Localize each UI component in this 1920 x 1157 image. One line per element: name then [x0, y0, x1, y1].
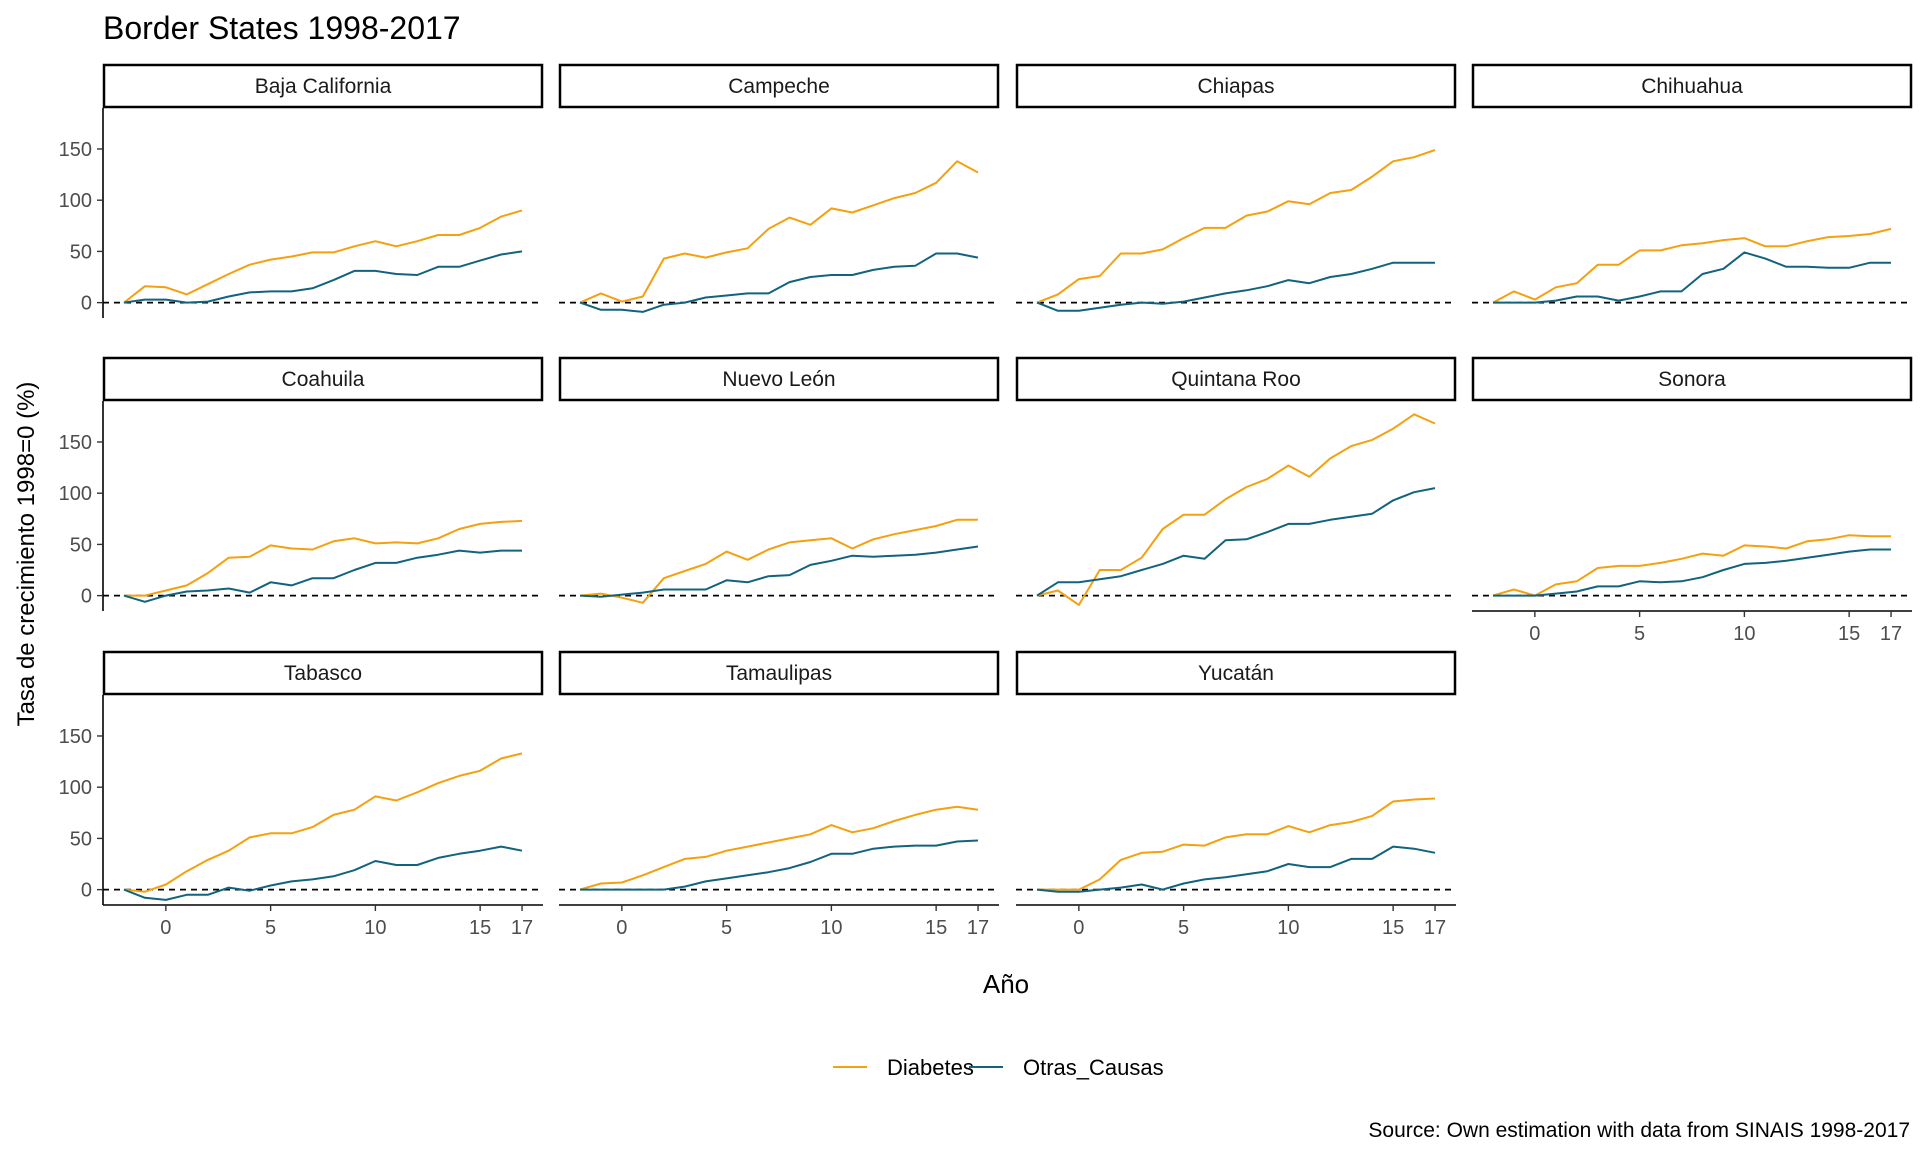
x-tick-label: 17: [511, 917, 533, 939]
facet-strip-label: Tabasco: [284, 662, 362, 685]
facet-strip-label: Chiapas: [1197, 75, 1274, 98]
panel-sonora: Sonora 0 5 10 15 17: [1471, 356, 1913, 645]
panel-chihuahua: Chihuahua: [1471, 63, 1913, 304]
facet-strip: [558, 63, 1000, 109]
y-tick-label: 100: [59, 190, 92, 212]
x-tick-label: 10: [364, 917, 386, 939]
x-tick-label: 15: [925, 917, 947, 939]
series-line-diabetes: [1492, 227, 1892, 304]
panel-campeche: Campeche: [558, 63, 1000, 313]
y-tick-label: 150: [59, 726, 92, 748]
x-tick-label: 10: [820, 917, 842, 939]
series-line-otras-causas: [1493, 251, 1891, 304]
x-tick-label: 10: [1733, 623, 1755, 645]
series-line-diabetes: [124, 519, 523, 597]
series-line-diabetes: [1036, 413, 1436, 606]
series-line-otras-causas: [1036, 261, 1435, 312]
facet-strip: [1471, 63, 1913, 109]
x-tick-label: 17: [967, 917, 989, 939]
facet-strip: [558, 650, 1000, 696]
x-tick-label: 15: [1838, 623, 1860, 645]
y-tick-label: 50: [70, 828, 92, 850]
series-line-diabetes: [1492, 534, 1891, 597]
series-line-otras-causas: [1036, 487, 1436, 597]
series-line-otras-causas: [579, 545, 979, 598]
panel-quintana-roo: Quintana Roo: [1015, 356, 1457, 606]
series-line-otras-causas: [1493, 548, 1891, 597]
y-tick-label: 100: [59, 777, 92, 799]
panel-chiapas: Chiapas: [1015, 63, 1457, 312]
y-tick-label: 0: [81, 293, 92, 315]
panel-nuevo-león: Nuevo León: [558, 356, 1000, 604]
series-line-otras-causas: [1036, 845, 1436, 893]
legend-label-otras-causas: Otras_Causas: [1023, 1055, 1164, 1080]
x-tick-label: 15: [469, 917, 491, 939]
facet-strip: [102, 356, 544, 402]
x-axis-label: Año: [983, 969, 1029, 999]
facet-strip-label: Chihuahua: [1641, 75, 1743, 98]
panel-yucatán: Yucatán 0 5 10 15 17: [1015, 650, 1457, 939]
facet-strip-label: Tamaulipas: [726, 662, 832, 685]
series-line-diabetes: [1036, 149, 1436, 304]
x-tick-label: 5: [265, 917, 276, 939]
x-tick-label: 17: [1424, 917, 1446, 939]
y-tick-label: 0: [81, 586, 92, 608]
facet-strip: [1015, 356, 1457, 402]
facet-strip-label: Campeche: [728, 75, 830, 98]
y-tick-label: 0: [81, 880, 92, 902]
x-tick-label: 10: [1277, 917, 1299, 939]
series-line-diabetes: [579, 518, 978, 604]
series-line-otras-causas: [580, 839, 979, 891]
series-line-diabetes: [123, 752, 523, 893]
x-tick-label: 17: [1880, 623, 1902, 645]
x-tick-label: 0: [616, 917, 627, 939]
y-tick-label: 150: [59, 432, 92, 454]
facet-strip: [558, 356, 1000, 402]
facet-strip-label: Baja California: [255, 75, 392, 98]
series-line-diabetes: [579, 805, 979, 891]
x-tick-label: 0: [1073, 917, 1084, 939]
series-line-diabetes: [1037, 797, 1436, 891]
x-tick-label: 0: [1529, 623, 1540, 645]
x-tick-label: 5: [721, 917, 732, 939]
facet-strip: [102, 63, 544, 109]
facet-strip-label: Nuevo León: [722, 368, 835, 391]
facet-strip: [1471, 356, 1913, 402]
x-tick-label: 15: [1382, 917, 1404, 939]
series-line-diabetes: [579, 160, 979, 304]
y-tick-label: 50: [70, 241, 92, 263]
legend-label-diabetes: Diabetes: [887, 1055, 974, 1080]
facet-strip-label: Yucatán: [1198, 662, 1274, 685]
x-tick-label: 5: [1634, 623, 1645, 645]
chart-title: Border States 1998-2017: [103, 10, 461, 46]
facet-strip-label: Quintana Roo: [1171, 368, 1301, 391]
series-line-otras-causas: [579, 252, 979, 313]
series-line-diabetes: [123, 209, 523, 304]
panel-baja-california: Baja California 0 50 100 150: [59, 63, 544, 318]
series-line-otras-causas: [123, 845, 523, 901]
facet-strip: [102, 650, 544, 696]
facet-strip: [1015, 63, 1457, 109]
x-tick-label: 0: [160, 917, 171, 939]
facet-strip: [1015, 650, 1457, 696]
legend: Diabetes Otras_Causas: [833, 1055, 1164, 1080]
facet-strip-label: Sonora: [1658, 368, 1726, 391]
y-tick-label: 100: [59, 483, 92, 505]
panel-tamaulipas: Tamaulipas 0 5 10 15 17: [558, 650, 1000, 939]
y-tick-label: 50: [70, 534, 92, 556]
panel-tabasco: Tabasco 0 50 100 150 0 5 10 15 17: [59, 650, 544, 939]
facet-strip-label: Coahuila: [282, 368, 365, 391]
series-line-otras-causas: [123, 549, 522, 603]
x-tick-label: 5: [1178, 917, 1189, 939]
panel-coahuila: Coahuila 0 50 100 150: [59, 356, 544, 611]
y-tick-label: 150: [59, 139, 92, 161]
y-axis-label: Tasa de crecimiento 1998=0 (%): [13, 382, 40, 727]
series-line-otras-causas: [123, 250, 523, 304]
source-caption: Source: Own estimation with data from SI…: [1368, 1119, 1910, 1142]
